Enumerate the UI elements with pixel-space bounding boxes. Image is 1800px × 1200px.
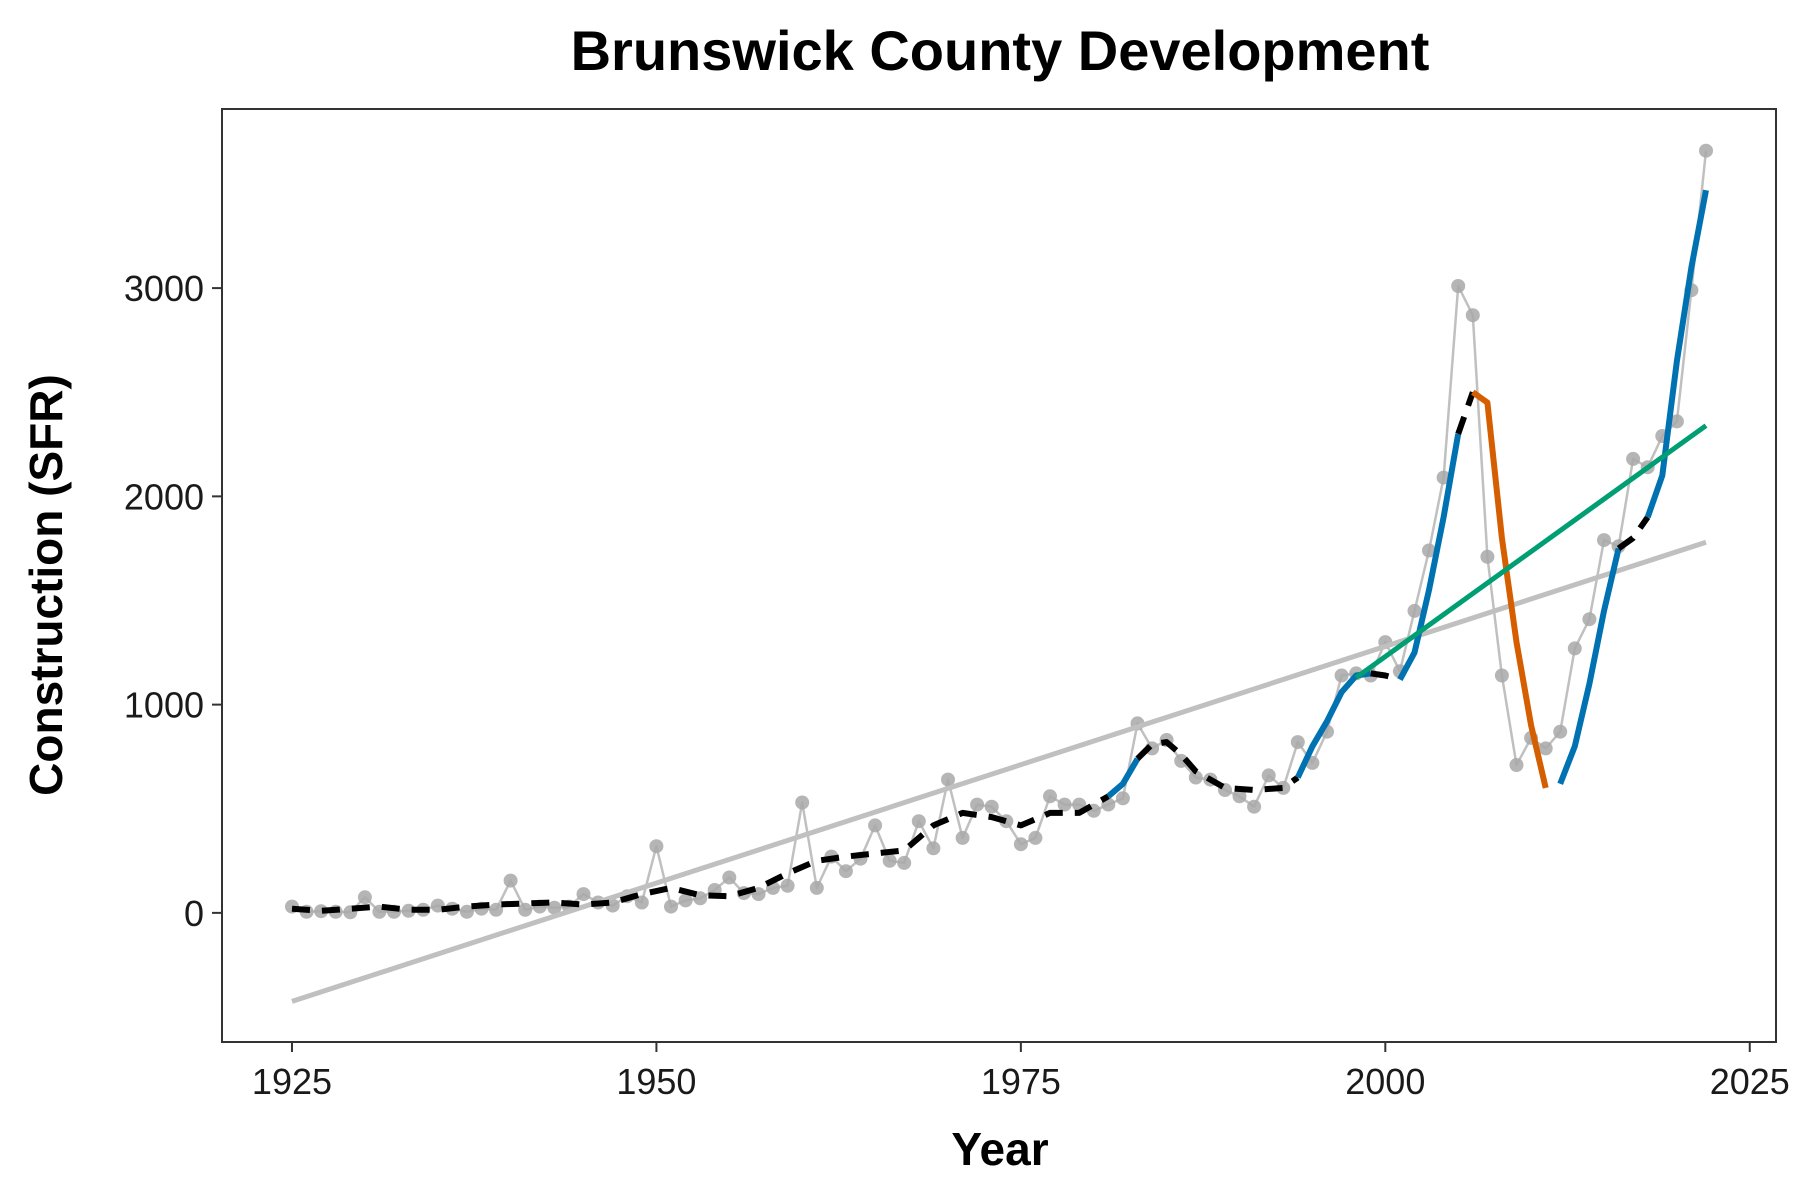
observed-point bbox=[955, 830, 970, 845]
observed-point bbox=[459, 904, 474, 919]
observed-point bbox=[518, 902, 533, 917]
smoothed-trend-stable-segment bbox=[1370, 670, 1401, 683]
observed-point bbox=[1247, 799, 1262, 814]
x-axis-title: Year bbox=[951, 1123, 1048, 1175]
observed-point bbox=[897, 855, 912, 870]
observed-point bbox=[664, 899, 678, 914]
y-tick-label: 0 bbox=[184, 893, 204, 934]
y-tick-label: 2000 bbox=[124, 476, 204, 517]
observed-point bbox=[1480, 549, 1495, 564]
observed-point bbox=[605, 898, 620, 913]
observed-point bbox=[795, 795, 810, 810]
observed-point bbox=[634, 895, 649, 910]
observed-point bbox=[1188, 770, 1203, 785]
observed-point bbox=[1261, 768, 1276, 783]
observed-point bbox=[503, 873, 518, 888]
smoothed-trend-increasing-segment bbox=[1397, 433, 1462, 682]
observed-point bbox=[868, 818, 883, 833]
observed-point bbox=[576, 887, 591, 902]
observed-point bbox=[1538, 741, 1553, 756]
overall-trend-line bbox=[291, 539, 1707, 1004]
x-tick-label: 2000 bbox=[1345, 1061, 1425, 1102]
observed-point bbox=[1028, 830, 1043, 845]
observed-point bbox=[1699, 143, 1713, 158]
smoothed-trend-increasing-segment bbox=[1557, 547, 1622, 785]
observed-point bbox=[1567, 641, 1582, 656]
observed-point bbox=[693, 891, 708, 906]
chart-title: Brunswick County Development bbox=[571, 19, 1430, 82]
x-tick-label: 1975 bbox=[981, 1061, 1061, 1102]
observed-point bbox=[1057, 797, 1072, 812]
observed-point bbox=[941, 772, 955, 787]
observed-point bbox=[1669, 414, 1684, 429]
observed-point bbox=[722, 870, 737, 885]
observed-point bbox=[1626, 451, 1641, 466]
smoothed-trend-stable-segment bbox=[1616, 515, 1651, 551]
observed-point bbox=[1597, 533, 1611, 548]
observed-point bbox=[1290, 735, 1305, 750]
observed-point bbox=[1407, 603, 1422, 618]
observed-point bbox=[1451, 279, 1466, 293]
observed-point bbox=[984, 799, 999, 814]
x-tick-label: 2025 bbox=[1710, 1061, 1790, 1102]
observed-point bbox=[1232, 789, 1247, 804]
observed-point bbox=[547, 900, 562, 915]
y-tick-label: 3000 bbox=[124, 268, 204, 309]
observed-point bbox=[809, 880, 824, 895]
observed-point bbox=[1115, 791, 1130, 806]
smoothed-trend-stable-segment bbox=[1135, 739, 1300, 793]
observed-point bbox=[1174, 753, 1189, 768]
panel-border bbox=[221, 108, 1777, 1043]
observed-point bbox=[1013, 837, 1028, 852]
observed-point bbox=[1582, 612, 1597, 627]
observed-point bbox=[678, 893, 693, 908]
smoothed-trend-increasing-segment bbox=[1106, 757, 1141, 799]
observed-point bbox=[1494, 668, 1509, 683]
observed-point bbox=[489, 902, 504, 917]
smoothed-trend-stable-segment bbox=[291, 793, 1110, 914]
observed-point bbox=[430, 898, 445, 913]
y-axis-title: Construction (SFR) bbox=[20, 374, 72, 796]
observed-point bbox=[882, 853, 897, 868]
observed-point bbox=[911, 814, 926, 829]
observed-point bbox=[1043, 789, 1057, 804]
observed-point bbox=[1334, 668, 1349, 683]
observed-point bbox=[1276, 780, 1291, 795]
observed-point bbox=[1509, 758, 1524, 772]
smoothed-trend-decreasing-segment bbox=[1471, 389, 1549, 789]
observed-point bbox=[357, 890, 372, 905]
recent-trend-line bbox=[1354, 423, 1708, 680]
x-tick-label: 1950 bbox=[616, 1061, 696, 1102]
smoothed-trend-increasing-segment bbox=[1644, 189, 1709, 519]
observed-point bbox=[649, 839, 664, 854]
observed-point bbox=[970, 797, 985, 812]
observed-point bbox=[1553, 724, 1568, 739]
x-tick-label: 1925 bbox=[252, 1061, 332, 1102]
observed-point bbox=[1422, 543, 1436, 558]
smoothed-trend-stable-segment bbox=[1455, 391, 1476, 435]
panel-background bbox=[222, 109, 1776, 1042]
observed-point bbox=[926, 841, 941, 856]
observed-point bbox=[838, 864, 853, 879]
observed-point bbox=[1465, 308, 1480, 323]
y-tick-label: 1000 bbox=[124, 685, 204, 726]
plot-area: 1925 1950 1975 2000 2025 0 1000 2000 3000 bbox=[124, 108, 1790, 1102]
observed-point bbox=[780, 878, 795, 893]
